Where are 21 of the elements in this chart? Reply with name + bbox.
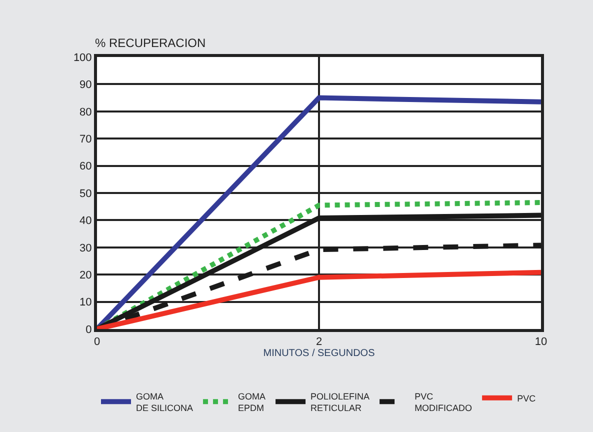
y-tick-label: 90 [80, 79, 92, 92]
x-tick-label: 10 [534, 336, 548, 348]
legend-label: PVC MODIFICADO [414, 391, 472, 413]
x-tick-label: 0 [94, 336, 100, 348]
legend-label: POLIOLEFINA RETICULAR [310, 391, 370, 413]
y-tick-label: 60 [80, 160, 92, 173]
legend-label: GOMA EPDM [238, 391, 266, 413]
y-tick-label: 100 [73, 52, 92, 64]
x-axis-title: MINUTOS / SEGUNDOS [263, 348, 376, 360]
y-tick-label: 40 [80, 215, 92, 228]
y-tick-label: 70 [80, 133, 92, 146]
y-tick-label: 10 [80, 296, 92, 309]
y-tick-label: 30 [80, 242, 92, 254]
legend-label: GOMA DE SILICONA [136, 391, 194, 413]
legend-label: PVC [517, 393, 536, 404]
y-tick-label: 20 [80, 269, 92, 282]
x-tick-label: 2 [316, 336, 322, 348]
y-tick-label: 80 [80, 106, 92, 118]
y-axis-title: % RECUPERACION [95, 36, 206, 50]
y-tick-label: 0 [86, 324, 92, 336]
y-tick-label: 50 [80, 188, 92, 200]
